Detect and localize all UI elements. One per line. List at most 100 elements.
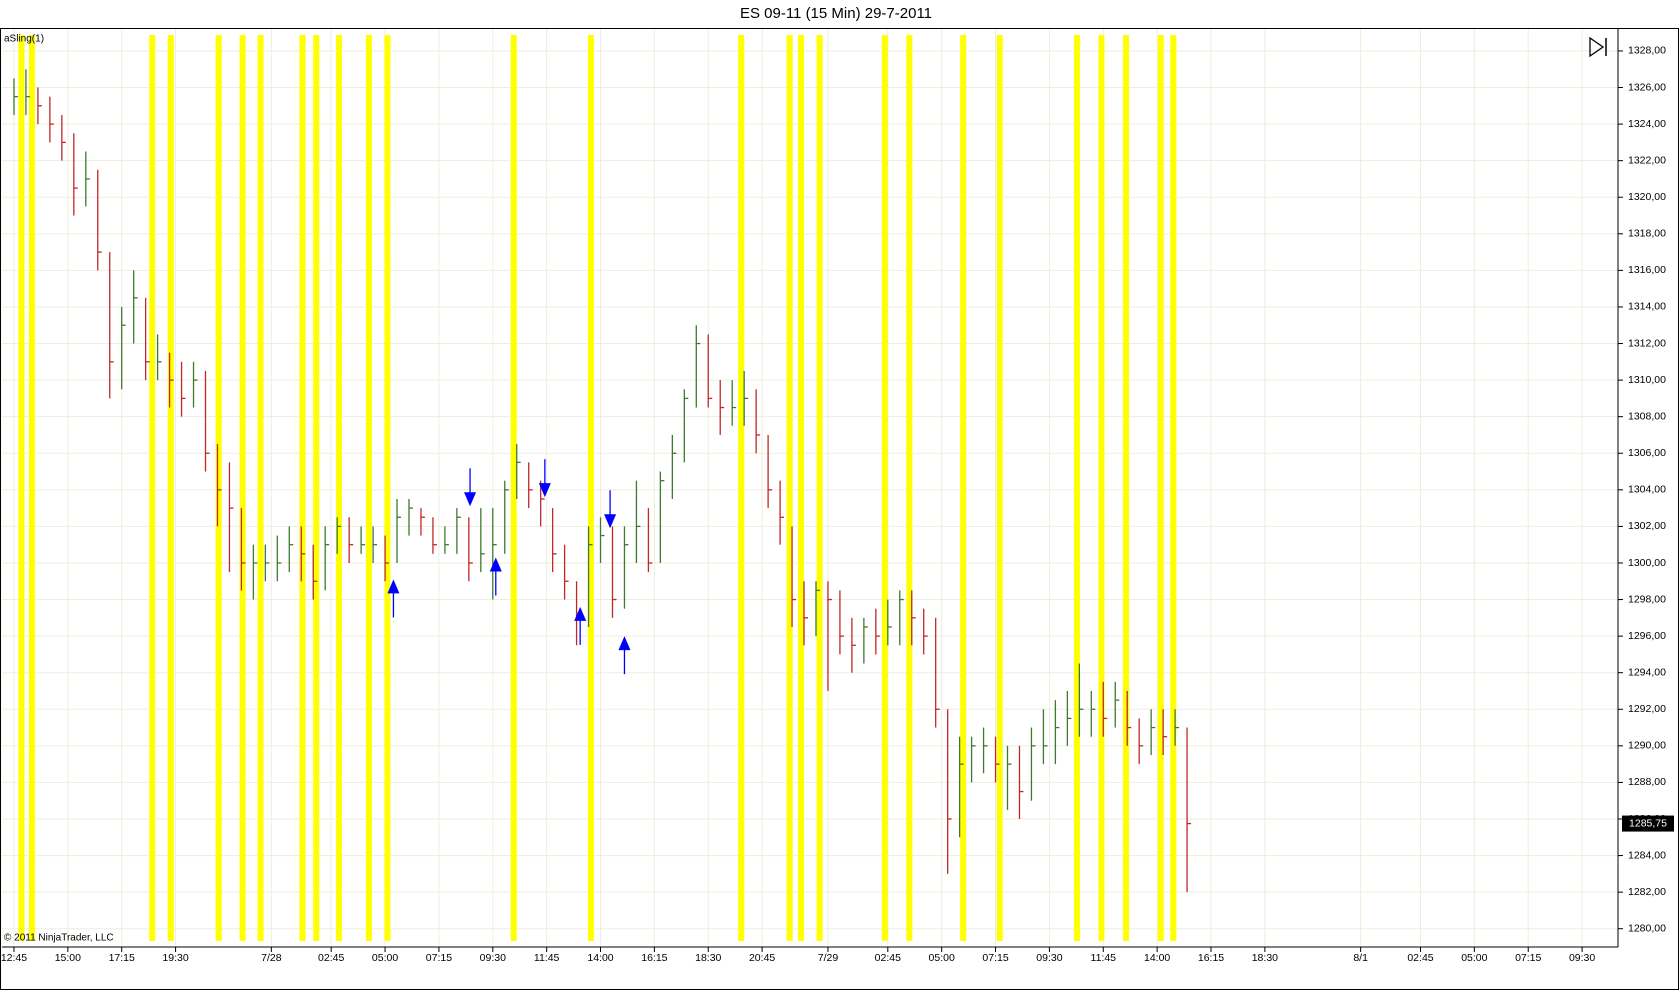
arrow-head xyxy=(618,636,631,651)
x-tick-label: 11:45 xyxy=(534,952,560,964)
y-tick-label: 1302,00 xyxy=(1628,520,1666,532)
highlight-band xyxy=(510,35,517,941)
y-tick-label: 1316,00 xyxy=(1628,264,1666,276)
highlight-band xyxy=(881,35,888,941)
x-tick-label: 14:00 xyxy=(587,952,613,964)
highlight-band xyxy=(996,35,1003,941)
y-tick-label: 1308,00 xyxy=(1628,410,1666,422)
y-tick-label: 1324,00 xyxy=(1628,118,1666,130)
arrow-head xyxy=(604,514,617,529)
last-price-label: 1285,75 xyxy=(1629,817,1667,829)
bars xyxy=(13,69,1192,893)
x-tick-label: 8/1 xyxy=(1353,952,1368,964)
arrow-head xyxy=(489,557,502,572)
grid xyxy=(2,29,1618,947)
y-tick-label: 1314,00 xyxy=(1628,301,1666,313)
highlight-band xyxy=(18,35,25,941)
highlight-band xyxy=(239,35,246,941)
y-tick-label: 1312,00 xyxy=(1628,337,1666,349)
highlight-band xyxy=(299,35,306,941)
axes: 1280,001282,001284,001286,001288,001290,… xyxy=(1,29,1674,964)
x-tick-label: 16:15 xyxy=(641,952,667,964)
copyright: © 2011 NinjaTrader, LLC xyxy=(4,933,114,944)
highlight-band xyxy=(738,35,745,941)
scroll-end-button[interactable] xyxy=(1589,36,1607,58)
x-tick-label: 7/28 xyxy=(261,952,282,964)
x-tick-label: 07:15 xyxy=(1515,952,1541,964)
x-tick-label: 02:45 xyxy=(875,952,901,964)
x-tick-label: 07:15 xyxy=(982,952,1008,964)
highlight-band xyxy=(167,35,174,941)
y-tick-label: 1284,00 xyxy=(1628,849,1666,861)
highlights xyxy=(18,35,1177,941)
signal-arrow xyxy=(604,490,617,529)
x-tick-label: 02:45 xyxy=(1407,952,1433,964)
y-tick-label: 1298,00 xyxy=(1628,593,1666,605)
highlight-band xyxy=(313,35,320,941)
last-price-box xyxy=(1622,815,1674,832)
x-tick-label: 05:00 xyxy=(1461,952,1487,964)
arrow-head xyxy=(464,492,477,507)
highlight-band xyxy=(1157,35,1164,941)
x-tick-label: 18:30 xyxy=(695,952,721,964)
arrows xyxy=(387,459,631,675)
y-tick-label: 1304,00 xyxy=(1628,484,1666,496)
x-tick-label: 09:30 xyxy=(480,952,506,964)
y-tick-label: 1292,00 xyxy=(1628,703,1666,715)
y-tick-label: 1290,00 xyxy=(1628,740,1666,752)
highlight-band xyxy=(28,35,35,941)
x-tick-label: 19:30 xyxy=(162,952,188,964)
y-tick-label: 1326,00 xyxy=(1628,81,1666,93)
x-tick-label: 16:15 xyxy=(1198,952,1224,964)
highlight-band xyxy=(1073,35,1080,941)
x-tick-label: 17:15 xyxy=(109,952,135,964)
y-tick-label: 1328,00 xyxy=(1628,45,1666,57)
arrow-head xyxy=(387,579,400,594)
y-tick-label: 1288,00 xyxy=(1628,776,1666,788)
x-tick-label: 20:45 xyxy=(749,952,775,964)
highlight-band xyxy=(906,35,913,941)
highlight-band xyxy=(1098,35,1105,941)
y-tick-label: 1318,00 xyxy=(1628,228,1666,240)
arrow-head xyxy=(538,483,551,498)
signal-arrow xyxy=(464,468,477,507)
indicator-label: aSling(1) xyxy=(4,34,44,45)
x-tick-label: 02:45 xyxy=(318,952,344,964)
x-tick-label: 18:30 xyxy=(1252,952,1278,964)
highlight-band xyxy=(816,35,823,941)
y-tick-label: 1300,00 xyxy=(1628,557,1666,569)
x-tick-label: 7/29 xyxy=(818,952,839,964)
arrow-head xyxy=(574,606,587,621)
highlight-band xyxy=(960,35,967,941)
x-tick-label: 09:30 xyxy=(1036,952,1062,964)
signal-arrow xyxy=(489,557,502,596)
highlight-band xyxy=(587,35,594,941)
y-tick-label: 1306,00 xyxy=(1628,447,1666,459)
highlight-band xyxy=(798,35,805,941)
y-tick-label: 1282,00 xyxy=(1628,886,1666,898)
y-tick-label: 1310,00 xyxy=(1628,374,1666,386)
x-tick-label: 05:00 xyxy=(372,952,398,964)
signal-arrow xyxy=(538,459,551,498)
x-tick-label: 09:30 xyxy=(1569,952,1595,964)
chart-frame xyxy=(0,28,1679,990)
signal-arrow xyxy=(618,636,631,675)
highlight-band xyxy=(1170,35,1177,941)
chart-title: ES 09-11 (15 Min) 29-7-2011 xyxy=(740,5,932,22)
highlight-band xyxy=(335,35,342,941)
x-tick-label: 05:00 xyxy=(929,952,955,964)
highlight-band xyxy=(149,35,156,941)
x-tick-label: 15:00 xyxy=(55,952,81,964)
x-tick-label: 07:15 xyxy=(426,952,452,964)
play-icon[interactable] xyxy=(1589,36,1605,58)
highlight-band xyxy=(1123,35,1130,941)
y-tick-label: 1296,00 xyxy=(1628,630,1666,642)
y-tick-label: 1320,00 xyxy=(1628,191,1666,203)
highlight-band xyxy=(365,35,372,941)
x-tick-label: 12:45 xyxy=(1,952,27,964)
y-tick-label: 1280,00 xyxy=(1628,922,1666,934)
highlight-band xyxy=(384,35,391,941)
y-tick-label: 1322,00 xyxy=(1628,154,1666,166)
